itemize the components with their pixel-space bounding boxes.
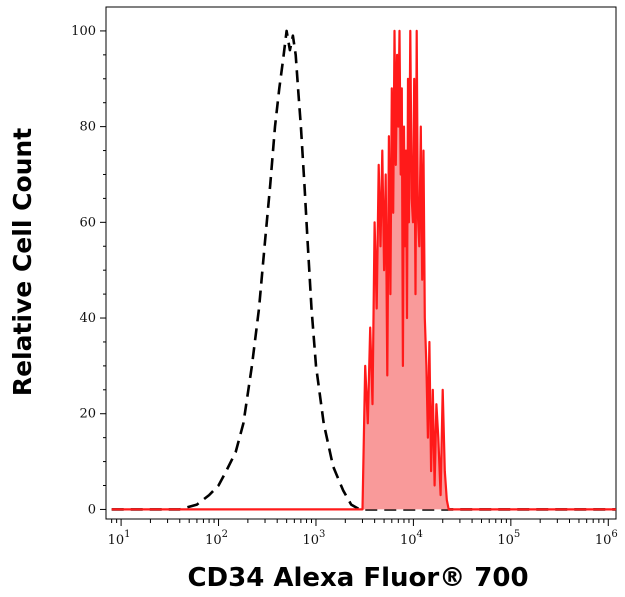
y-tick-label: 100 [71, 24, 96, 39]
plot-frame [105, 6, 617, 520]
y-tick-label: 60 [79, 215, 96, 230]
x-tick-label: 105 [497, 529, 520, 548]
x-axis-title: CD34 Alexa Fluor® 700 [187, 563, 528, 593]
x-tick-label: 104 [400, 529, 423, 548]
series-layer [111, 29, 616, 511]
x-tick-label: 106 [595, 529, 618, 548]
series-line-1 [111, 29, 616, 511]
y-tick-label: 20 [79, 407, 96, 422]
y-axis-title: Relative Cell Count [8, 128, 37, 396]
x-tick-label: 101 [108, 529, 131, 548]
x-tick-label: 103 [303, 529, 326, 548]
y-tick-label: 40 [79, 311, 96, 326]
x-tick-label: 102 [205, 529, 228, 548]
plot-area [105, 6, 617, 520]
y-tick-label: 80 [79, 120, 96, 135]
y-tick-label: 0 [88, 502, 96, 517]
x-axis: 101 102 103 104 105 106 [108, 519, 618, 548]
y-axis: 0 20 40 60 80 100 [71, 24, 106, 517]
series-line-0 [111, 29, 616, 511]
